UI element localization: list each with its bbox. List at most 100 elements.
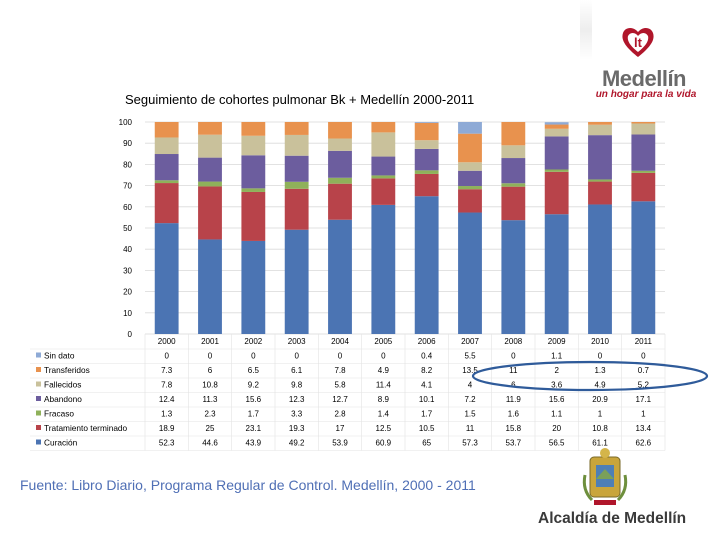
table-cell: 0 — [251, 352, 256, 361]
table-cell: 10.8 — [202, 381, 218, 390]
medellin-logo: lt Medellín un hogar para la vida — [592, 6, 696, 100]
table-cell: 11 — [509, 366, 518, 375]
legend-swatch — [36, 352, 41, 358]
bar-segment-transferidos-2008 — [501, 122, 526, 146]
table-cell: 12.3 — [289, 395, 305, 404]
table-cell: 0 — [338, 352, 343, 361]
table-cell: 20 — [552, 424, 561, 433]
heart-logo-icon: lt — [622, 27, 654, 57]
table-cell: 4.9 — [594, 381, 606, 390]
table-cell: 5.5 — [464, 352, 476, 361]
bar-segment-tratamiento-terminado-2005 — [371, 178, 396, 205]
bar-segment-fracaso-2003 — [284, 181, 309, 189]
table-cell: 57.3 — [462, 439, 478, 448]
bar-segment-tratamiento-terminado-2010 — [588, 181, 612, 205]
bar-segment-transferidos-2002 — [241, 122, 266, 136]
table-cell: 11.9 — [506, 395, 522, 404]
bar-segment-fracaso-2011 — [631, 170, 656, 173]
bar-segment-curaci-n-2009 — [544, 214, 569, 334]
table-cell: 19.3 — [289, 424, 305, 433]
data-table: 2000 2001 2002 2003 2004 2005 2006 2007 2008 2009… — [30, 334, 666, 451]
y-tick-label: 10 — [123, 309, 132, 318]
table-cell: 5.8 — [334, 381, 346, 390]
category-label: 2007 — [461, 337, 479, 346]
bar-segment-curaci-n-2008 — [501, 220, 526, 334]
y-tick-label: 90 — [123, 139, 132, 148]
bars — [154, 122, 656, 334]
bar-segment-abandono-2003 — [284, 155, 309, 182]
table-cell: 18.9 — [159, 424, 175, 433]
bar-segment-transferidos-2011 — [631, 122, 656, 124]
logo-slogan: un hogar para la vida — [595, 89, 697, 100]
bar-segment-curaci-n-2007 — [458, 212, 482, 334]
table-cell: 20.9 — [592, 395, 608, 404]
table-cell: 10.1 — [419, 395, 435, 404]
bar-segment-fracaso-2007 — [458, 186, 482, 190]
bar-segment-transferidos-2001 — [198, 122, 222, 135]
bar-segment-fracaso-2010 — [588, 179, 612, 182]
table-cell: 11.4 — [376, 381, 392, 390]
highlight-ellipse — [471, 360, 709, 392]
bar-segment-abandono-2010 — [588, 135, 612, 180]
bar-segment-curaci-n-2001 — [198, 239, 222, 334]
table-cell: 0 — [511, 352, 516, 361]
legend-swatch — [36, 367, 41, 372]
table-cell: 0 — [381, 352, 386, 361]
table-cell: 7.8 — [161, 381, 173, 390]
bar-segment-curaci-n-2005 — [371, 204, 396, 334]
bar-segment-fallecidos-2005 — [371, 132, 396, 157]
category-label: 2000 — [158, 337, 176, 346]
table-cell: 6.1 — [291, 366, 303, 375]
bar-segment-fracaso-2002 — [241, 188, 266, 192]
legend-swatch — [36, 425, 41, 430]
table-cell: 44.6 — [202, 439, 218, 448]
legend-label: Abandono — [44, 394, 82, 404]
bar-segment-curaci-n-2011 — [631, 201, 656, 334]
bar-segment-transferidos-2000 — [154, 122, 179, 138]
legend-swatch — [36, 381, 41, 387]
bar-segment-tratamiento-terminado-2008 — [501, 186, 526, 221]
bar-segment-tratamiento-terminado-2007 — [458, 189, 482, 213]
bar-segment-sin-dato-2009 — [544, 122, 569, 125]
bar-segment-fallecidos-2004 — [328, 138, 352, 151]
table-cell: 1.6 — [508, 410, 520, 419]
bar-segment-transferidos-2006 — [414, 122, 439, 141]
table-cell: 5.2 — [638, 381, 650, 390]
bar-segment-tratamiento-terminado-2004 — [328, 183, 352, 220]
y-tick-label: 60 — [123, 203, 132, 212]
bar-segment-fallecidos-2010 — [588, 124, 612, 136]
table-cell: 0.7 — [638, 366, 650, 375]
table-cell: 3.6 — [551, 381, 563, 390]
table-cell: 9.8 — [291, 381, 303, 390]
table-cell: 0 — [208, 352, 213, 361]
category-label: 2008 — [504, 337, 522, 346]
table-cell: 1.4 — [378, 410, 390, 419]
chart-title: Seguimiento de cohortes pulmonar Bk + Me… — [125, 92, 474, 107]
table-cell: 2.8 — [334, 410, 346, 419]
table-cell: 17.1 — [636, 395, 652, 404]
category-label: 2009 — [548, 337, 566, 346]
coat-of-arms-icon — [582, 448, 628, 505]
bar-segment-fallecidos-2003 — [284, 134, 309, 156]
table-cell: 53.9 — [332, 439, 348, 448]
table-cell: 0 — [598, 352, 603, 361]
table-cell: 15.6 — [549, 395, 565, 404]
legend-swatch — [36, 439, 41, 445]
table-cell: 8.2 — [421, 366, 433, 375]
table-cell: 65 — [422, 439, 431, 448]
table-cell: 53.7 — [506, 439, 522, 448]
y-tick-label: 80 — [123, 160, 132, 169]
decorative-gradient-strip — [580, 0, 592, 60]
y-axis-ticks: 0 10 20 30 40 50 60 70 80 90 100 — [119, 118, 133, 339]
table-cell: 9.2 — [248, 381, 260, 390]
bar-segment-curaci-n-2003 — [284, 229, 309, 334]
bar-segment-transferidos-2009 — [544, 124, 569, 129]
table-cell: 4 — [468, 381, 473, 390]
bar-segment-fallecidos-2006 — [414, 140, 439, 149]
table-cell: 1 — [641, 410, 646, 419]
y-tick-label: 70 — [123, 182, 132, 191]
category-label: 2001 — [201, 337, 219, 346]
table-cell: 8.9 — [378, 395, 390, 404]
table-cell: 12.4 — [159, 395, 175, 404]
legend-label: Sin dato — [44, 351, 75, 361]
